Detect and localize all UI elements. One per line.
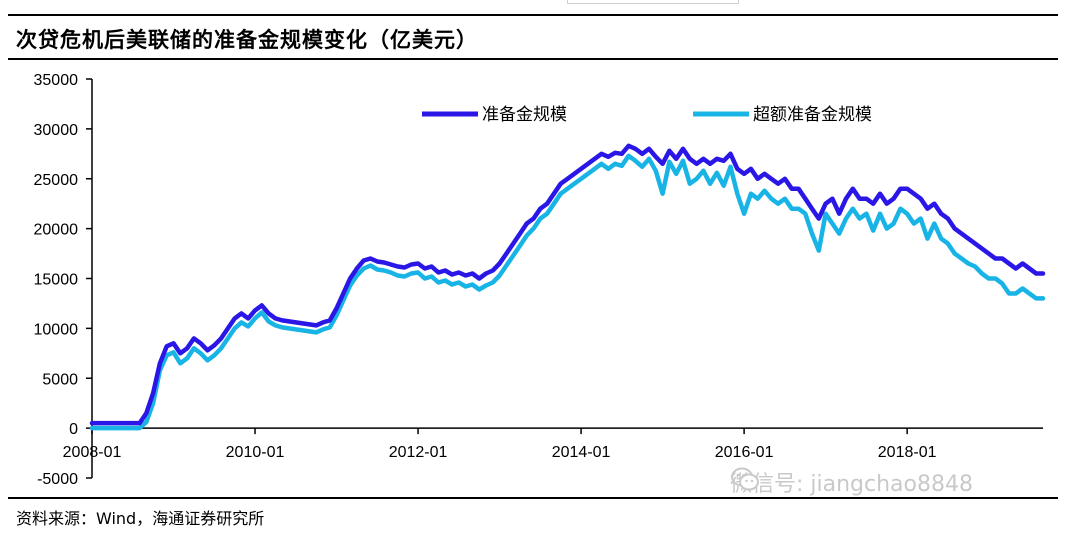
- x-tick-label: 2014-01: [552, 444, 611, 461]
- x-tick-label: 2018-01: [878, 444, 937, 461]
- x-tick-label: 2016-01: [715, 444, 774, 461]
- y-tick-label: 35000: [34, 72, 79, 89]
- y-tick-label: 20000: [34, 222, 79, 239]
- legend-label-reserves: 准备金规模: [482, 105, 567, 125]
- y-tick-label: -5000: [37, 471, 78, 488]
- y-tick-label: 0: [69, 421, 78, 438]
- watermark: 微信号: jiangchao8848: [730, 466, 973, 498]
- wechat-icon: [731, 467, 759, 491]
- x-tick-label: 2010-01: [226, 444, 285, 461]
- x-tick-label: 2008-01: [63, 444, 122, 461]
- y-tick-label: 10000: [34, 321, 79, 338]
- y-tick-label: 30000: [34, 122, 79, 139]
- series-line-reserves: [89, 143, 1046, 426]
- series-line-excess-reserves: [89, 153, 1046, 431]
- y-tick-label: 15000: [34, 272, 79, 289]
- chart-title: 次贷危机后美联储的准备金规模变化（亿美元）: [16, 28, 478, 52]
- y-tick-label: 5000: [42, 371, 78, 388]
- watermark-text: 微信号: jiangchao8848: [730, 472, 973, 497]
- y-tick-label: 25000: [34, 172, 79, 189]
- legend-label-excess-reserves: 超额准备金规模: [753, 105, 872, 125]
- title-bar: 次贷危机后美联储的准备金规模变化（亿美元）: [8, 14, 1058, 60]
- source-divider: [8, 497, 1058, 499]
- x-tick-label: 2012-01: [389, 444, 448, 461]
- source-note: 资料来源：Wind，海通证券研究所: [16, 509, 265, 528]
- top-edge-box: [567, 0, 739, 4]
